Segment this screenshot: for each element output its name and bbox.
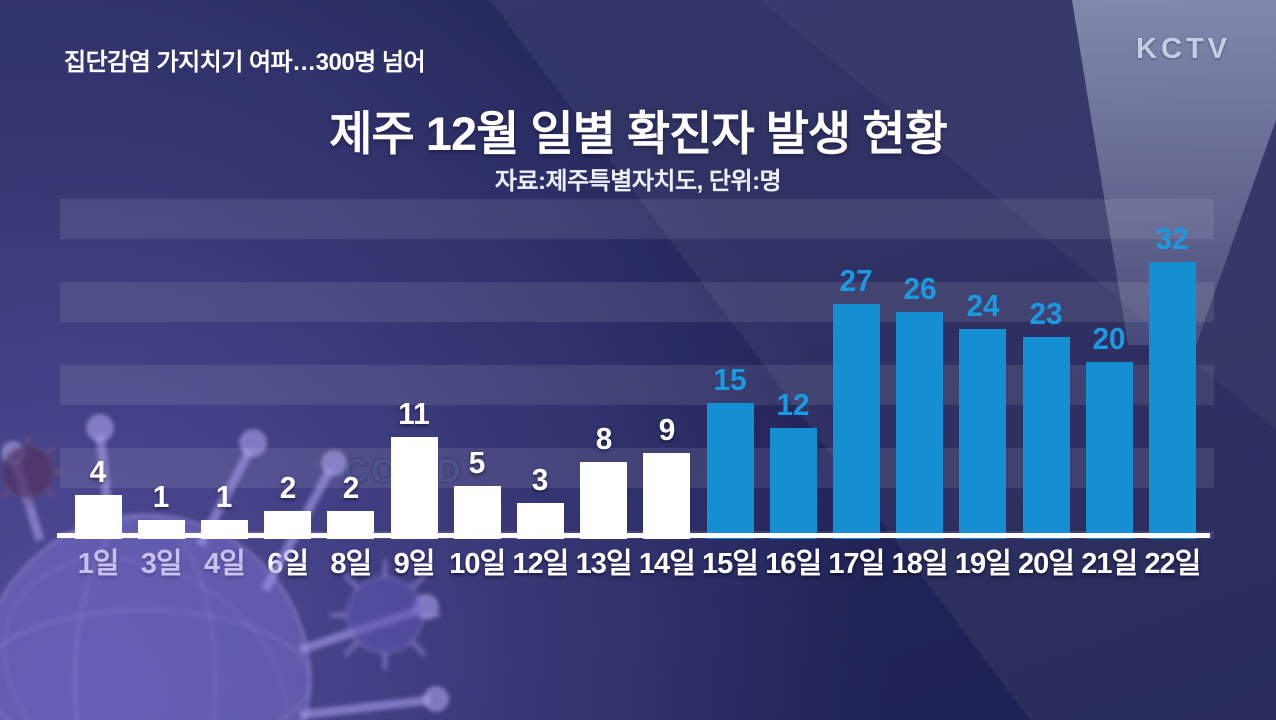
bar-value-label: 15	[713, 362, 747, 397]
bar-value-label: 32	[1155, 221, 1189, 256]
bar-13일	[580, 462, 628, 539]
bar-value-label: 8	[595, 421, 612, 456]
bar-17일	[832, 304, 880, 539]
x-axis-label: 12일	[512, 548, 569, 580]
x-axis-line	[57, 533, 1210, 538]
bar-value-label: 24	[966, 288, 1000, 323]
bar-value-label: 20	[1092, 321, 1126, 356]
bar-21일	[1085, 362, 1133, 539]
bar-value-label: 1	[152, 479, 170, 514]
page-title: 제주 12월 일별 확진자 발생 현황	[329, 107, 947, 160]
bar-10일	[453, 486, 501, 539]
bar-22일	[1148, 262, 1196, 539]
bar-value-label: 2	[279, 470, 296, 505]
bar-15일	[706, 403, 754, 539]
bar-20일	[1022, 337, 1070, 539]
bar-value-label: 5	[468, 445, 486, 480]
news-kicker: 집단감염 가지치기 여파…300명 넘어	[64, 49, 426, 76]
bar-value-label: 23	[1029, 296, 1063, 331]
x-axis-label: 15일	[702, 548, 759, 580]
kctv-logo: KCTV	[1136, 33, 1231, 65]
bar-value-label: 2	[342, 470, 360, 505]
x-axis-label: 17일	[828, 548, 885, 580]
bar-value-label: 9	[658, 412, 676, 447]
bar-chart: 4 1 1 2 2 11 5 3 8 9 15 12 27 26 24 23 20 32	[57, 199, 1214, 539]
bar-value-label: 4	[89, 454, 107, 489]
x-axis-label: 20일	[1018, 548, 1075, 580]
x-axis-label: 21일	[1081, 548, 1138, 580]
x-axis-label: 22일	[1144, 548, 1201, 580]
x-axis-label: 19일	[954, 548, 1012, 580]
x-axis-labels: 1일 3일 4일 6일 8일 9일 10일 12일 13일 14일 15일 16일 17일 18일 19일 2…	[60, 540, 1214, 580]
bar-value-label: 12	[776, 387, 810, 422]
chart-source-unit: 자료:제주특별자치도, 단위:명	[494, 168, 782, 195]
bar-19일	[959, 329, 1007, 539]
x-axis-label: 16일	[765, 548, 822, 580]
bar-value-label: 11	[398, 396, 430, 431]
bar-value-label: 26	[903, 271, 937, 306]
x-axis-label: 10일	[449, 548, 506, 580]
bar-14일	[643, 453, 691, 539]
bar-16일	[769, 428, 817, 539]
bar-value-label: 3	[532, 462, 549, 497]
bar-18일	[896, 312, 944, 539]
x-axis-label: 13일	[575, 548, 633, 580]
bar-value-label: 27	[839, 263, 873, 298]
x-axis-label: 14일	[638, 548, 696, 580]
bar-9일	[390, 437, 438, 539]
bar-value-label: 1	[216, 479, 233, 514]
x-axis-label: 18일	[891, 548, 949, 580]
